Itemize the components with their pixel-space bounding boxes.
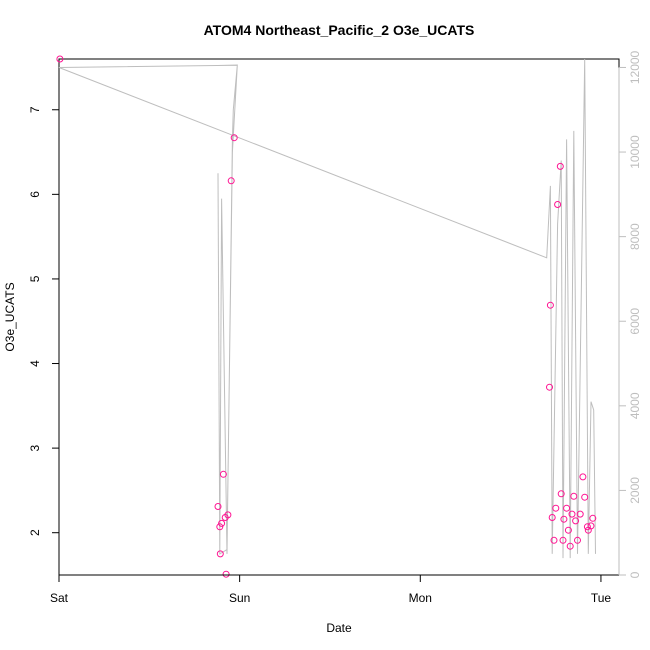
x-tick-label: Sat (50, 591, 69, 605)
data-point (587, 522, 595, 530)
plot-frame (58, 58, 620, 576)
secondary-y-tick-label: 0 (628, 571, 642, 578)
data-point (219, 470, 227, 478)
data-point (548, 514, 556, 521)
data-point (572, 517, 580, 525)
chart-title: ATOM4 Northeast_Pacific_2 O3e_UCATS (204, 22, 475, 38)
data-point (214, 503, 222, 510)
data-point (564, 526, 572, 534)
secondary-y-tick-label: 2000 (628, 477, 642, 504)
secondary-y-tick-label: 6000 (628, 308, 642, 335)
data-point (574, 536, 581, 544)
y-tick-label: 6 (28, 191, 42, 198)
data-point (218, 519, 226, 527)
data-point (579, 473, 587, 481)
x-tick-label: Sun (229, 591, 250, 605)
data-point (581, 493, 589, 501)
y-axis: 2 3 4 5 6 7 (28, 106, 60, 536)
data-point (552, 504, 560, 512)
secondary-y-tick-label: 4000 (628, 392, 642, 419)
data-point (546, 383, 553, 391)
y-axis-label: O3e_UCATS (3, 282, 17, 351)
data-point (576, 510, 584, 518)
data-point (560, 515, 568, 523)
y-tick-label: 4 (28, 360, 42, 367)
data-point (583, 523, 591, 531)
secondary-y-tick-label: 12000 (628, 50, 642, 84)
altitude-line (58, 58, 596, 559)
y-tick-label: 2 (28, 529, 42, 536)
data-point (563, 504, 571, 512)
data-point (224, 511, 232, 519)
data-point (556, 162, 564, 170)
data-point (222, 570, 230, 578)
data-point (227, 177, 235, 185)
data-point (566, 542, 574, 550)
x-tick-label: Mon (409, 591, 432, 605)
data-point (557, 490, 565, 498)
data-point (554, 201, 562, 208)
plot-content (56, 55, 597, 578)
x-axis-label: Date (326, 621, 352, 635)
secondary-y-tick-label: 10000 (628, 135, 642, 169)
data-point (589, 514, 597, 522)
x-axis: Sat Sun Mon Tue (50, 574, 612, 605)
y-tick-label: 5 (28, 275, 42, 282)
secondary-y-tick-label: 8000 (628, 223, 642, 250)
secondary-y-axis: 0 2000 4000 6000 8000 10000 12000 (618, 50, 642, 578)
data-point (559, 536, 567, 544)
x-tick-label: Tue (591, 591, 612, 605)
y-tick-label: 7 (28, 106, 42, 113)
data-point (550, 536, 558, 544)
data-point (570, 492, 578, 500)
data-point (216, 550, 224, 558)
data-point (568, 510, 576, 518)
data-point (546, 301, 554, 309)
y-tick-label: 3 (28, 444, 42, 451)
data-point (230, 134, 238, 142)
data-point (56, 55, 64, 63)
data-point (216, 523, 224, 531)
